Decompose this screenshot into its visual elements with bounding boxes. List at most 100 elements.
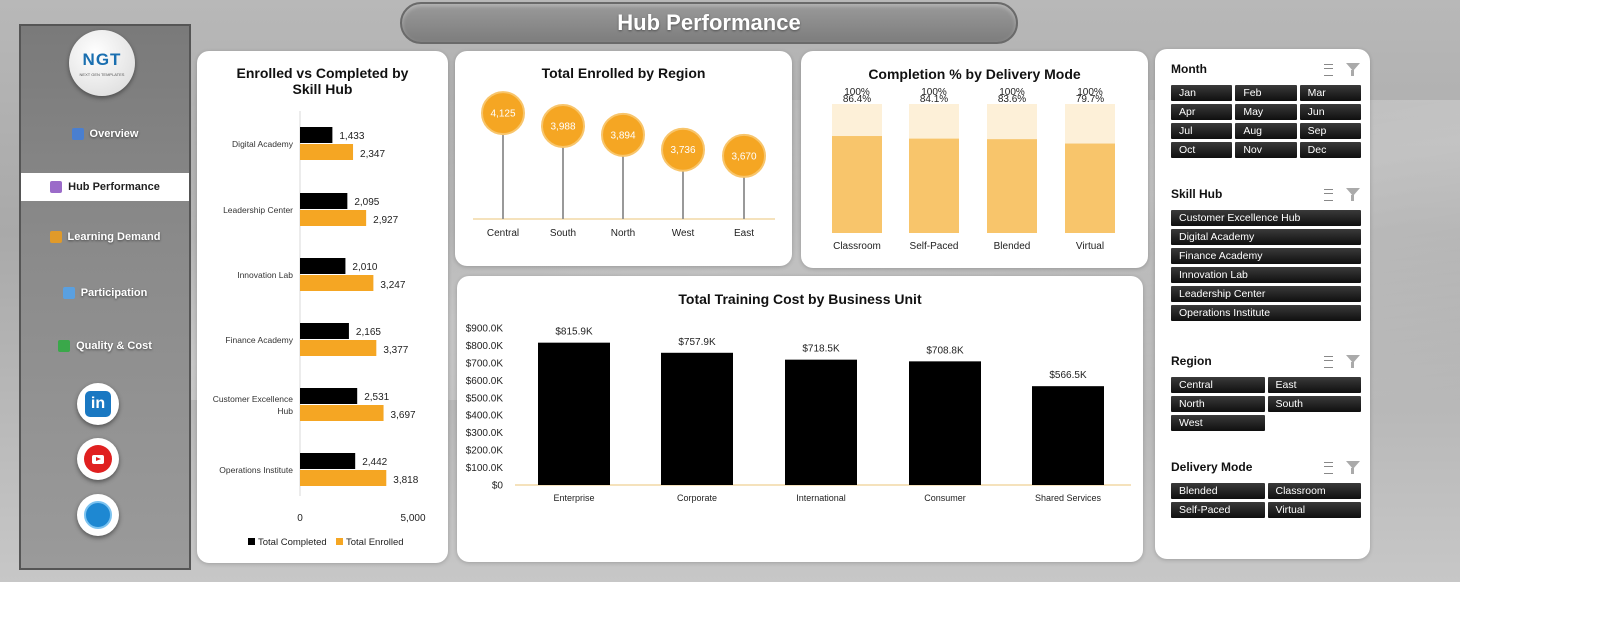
category-label: East (734, 228, 754, 239)
slicer-title: Skill Hub (1171, 187, 1223, 201)
slicer-item[interactable]: Mar (1299, 85, 1361, 101)
slicer-item[interactable]: Aug (1235, 123, 1297, 139)
cost-bar (538, 342, 610, 485)
slicer-toolbar (1317, 460, 1361, 474)
nav-label: Quality & Cost (76, 340, 152, 352)
slicer-header: Month (1171, 59, 1361, 79)
clear-filter-icon[interactable] (1345, 187, 1361, 201)
category-label: North (611, 228, 635, 239)
tick-label: $900.0K (466, 324, 504, 335)
data-label: 79.7% (1076, 94, 1104, 105)
linkedin-button[interactable]: in (77, 383, 119, 425)
data-label: 2,927 (373, 215, 398, 226)
slicer-item[interactable]: Virtual (1267, 502, 1361, 518)
category-label: International (796, 493, 846, 503)
clear-filter-icon[interactable] (1345, 62, 1361, 76)
nav-item-participation[interactable]: Participation (21, 279, 189, 307)
youtube-button[interactable] (77, 438, 119, 480)
data-label: 4,125 (490, 109, 515, 120)
website-button[interactable] (77, 494, 119, 536)
category-label: Hub (277, 406, 293, 416)
data-label: 83.6% (998, 94, 1026, 105)
data-label: 2,531 (364, 392, 389, 403)
enrolled-completed-chart: Digital Academy 1,433 2,347 Leadership Cent… (213, 111, 426, 548)
slicer-title: Delivery Mode (1171, 460, 1253, 474)
enrolled-bar (300, 470, 387, 486)
enrolled-bar (300, 210, 367, 226)
slicer-item[interactable]: Classroom (1267, 483, 1361, 499)
slicer-item[interactable]: Leadership Center (1171, 286, 1361, 302)
slicer-item[interactable]: Sep (1299, 123, 1361, 139)
category-label: Digital Academy (232, 139, 294, 149)
slicer-item[interactable]: Apr (1171, 104, 1233, 120)
tick-label: 5,000 (400, 513, 425, 524)
clear-filter-icon[interactable] (1345, 354, 1361, 368)
nav-item-learning-demand[interactable]: Learning Demand (21, 223, 189, 251)
slicer-item[interactable]: South (1267, 396, 1361, 412)
data-label: $566.5K (1049, 370, 1087, 381)
sidebar: NGT NEXT GEN TEMPLATES Overview Hub Perfo… (19, 24, 191, 570)
slicer-month: Month Jan Feb Mar Apr May Jun Jul Aug Sep Oct Nov De… (1171, 59, 1361, 158)
multi-select-icon[interactable] (1317, 62, 1333, 76)
multi-select-icon[interactable] (1317, 460, 1333, 474)
cost-card: Total Training Cost by Business Unit $0 $… (457, 276, 1143, 562)
data-label: 2,165 (356, 327, 381, 338)
slicer-item[interactable]: Innovation Lab (1171, 267, 1361, 283)
tick-label: $0 (492, 481, 504, 492)
slicer-item[interactable]: North (1171, 396, 1265, 412)
category-label: Operations Institute (219, 465, 293, 475)
slicer-item[interactable]: Blended (1171, 483, 1265, 499)
nav-item-hub-performance[interactable]: Hub Performance (21, 173, 189, 201)
slicer-item[interactable]: East (1267, 377, 1361, 393)
enrolled-vs-completed-card: Enrolled vs Completed by Skill Hub Digit… (197, 51, 448, 563)
category-label: South (550, 228, 576, 239)
multi-select-icon[interactable] (1317, 187, 1333, 201)
legend-swatch (248, 538, 255, 545)
slicer-item[interactable]: May (1235, 104, 1297, 120)
slicer-item[interactable]: Dec (1299, 142, 1361, 158)
tick-label: $400.0K (466, 411, 504, 422)
category-label: Leadership Center (223, 205, 293, 215)
slicer-item[interactable]: Customer Excellence Hub (1171, 210, 1361, 226)
multi-select-icon[interactable] (1317, 354, 1333, 368)
completed-bar (300, 258, 346, 274)
slicer-region: Region Central East North South West (1171, 351, 1361, 431)
nav-item-overview[interactable]: Overview (21, 120, 189, 148)
slicer-item[interactable]: Jul (1171, 123, 1233, 139)
tick-label: $100.0K (466, 463, 504, 474)
slicer-item[interactable]: Jan (1171, 85, 1233, 101)
tick-label: $700.0K (466, 358, 504, 369)
data-label: 84.1% (920, 94, 948, 105)
data-label: $815.9K (555, 327, 593, 338)
category-label: Virtual (1076, 241, 1104, 252)
slicer-item[interactable]: Finance Academy (1171, 248, 1361, 264)
tick-label: $800.0K (466, 341, 504, 352)
legend-label: Total Enrolled (346, 537, 404, 548)
region-chart: 4,125 Central 3,988 South 3,894 North 3,736 Wes… (473, 91, 775, 239)
data-label: 100% (1077, 87, 1103, 98)
clear-filter-icon[interactable] (1345, 460, 1361, 474)
lollipop-head (481, 91, 525, 136)
data-label: 3,818 (393, 475, 418, 486)
slicer-item[interactable]: Jun (1299, 104, 1361, 120)
data-label: 2,095 (354, 197, 379, 208)
dashboard-canvas: Hub Performance NGT NEXT GEN TEMPLATES O… (0, 0, 1460, 582)
nav-label: Overview (89, 128, 139, 140)
slicer-item[interactable]: Operations Institute (1171, 305, 1361, 321)
slicer-item[interactable]: Central (1171, 377, 1265, 393)
category-label: Central (487, 228, 519, 239)
slicer-header: Region (1171, 351, 1361, 371)
data-label: 100% (999, 87, 1025, 98)
slicer-item[interactable]: Nov (1235, 142, 1297, 158)
nav-item-quality-cost[interactable]: Quality & Cost (21, 332, 189, 360)
slicer-item[interactable]: Oct (1171, 142, 1233, 158)
slicer-delivery-mode: Delivery Mode Blended Classroom Self-Paced V… (1171, 457, 1361, 518)
slicer-item[interactable]: Digital Academy (1171, 229, 1361, 245)
slicer-item[interactable]: West (1171, 415, 1265, 431)
slicer-item[interactable]: Feb (1235, 85, 1297, 101)
nav-label: Hub Performance (68, 181, 160, 193)
tick-label: $200.0K (466, 446, 504, 457)
nav-label: Participation (80, 287, 148, 299)
data-label: $757.9K (678, 337, 716, 348)
slicer-item[interactable]: Self-Paced (1171, 502, 1265, 518)
